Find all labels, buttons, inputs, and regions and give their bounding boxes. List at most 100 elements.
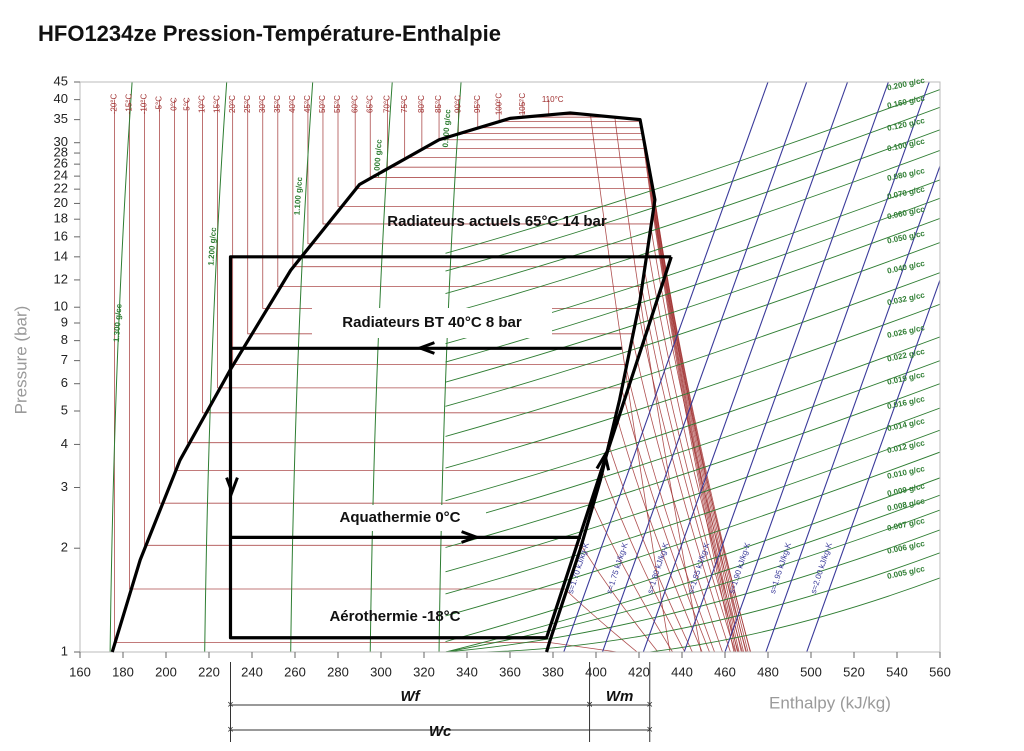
annotation: Radiateurs BT 40°C 8 bar [342,314,522,331]
isochore-label: 0.900 g/cc [441,108,453,147]
isochore-label: 0.010 g/cc [886,464,926,481]
isotherm-label: 80°C [417,95,426,113]
x-tick-label: 240 [241,664,263,679]
y-tick-label: 8 [61,332,68,347]
isotherm [232,99,715,652]
isotherm-label: 85°C [434,95,443,113]
isochore [445,129,940,295]
isotherm-label: 95°C [473,95,482,113]
isotherm-label: 110°C [542,95,564,104]
label-box [312,308,552,338]
isotherm-label: 100°C [494,93,503,116]
y-tick-label: 10 [54,299,68,314]
isotherm-label: 60°C [350,95,359,113]
isotherm-label: 30°C [258,95,267,113]
isochore-label: 1.300 g/cc [112,303,124,342]
isochore-label: 0.005 g/cc [886,564,926,581]
isochore-label: 1.200 g/cc [206,227,218,266]
isotherm-label: 70°C [383,95,392,113]
y-tick-label: 7 [61,352,68,367]
isochore [445,407,940,573]
isochore-label: 0.080 g/cc [886,166,926,183]
isochore-label: 0.007 g/cc [886,516,926,533]
isochore [445,509,940,652]
isotherm-label: 55°C [333,95,342,113]
isochore [445,336,940,502]
isochore [290,82,314,652]
isochore [445,383,940,548]
isochore-label: 0.100 g/cc [886,137,926,154]
isochore [445,106,940,272]
annotation: Aérothermie -18°C [329,608,460,625]
isotherm [369,99,749,652]
isochore-label: 0.200 g/cc [886,76,926,93]
isochore [445,477,940,643]
dimension-label: Wf [400,688,421,705]
y-tick-label: 18 [54,211,68,226]
flow-arrow [595,451,611,471]
annotation: Aquathermie 0°C [339,509,460,526]
saturation-dome [110,111,657,653]
x-axis-label: Enthalpy (kJ/kg) [769,693,891,712]
x-tick-label: 180 [112,664,134,679]
dimension-label: Wc [429,723,452,740]
isochore [445,272,940,437]
isotherm-label: 15°C [213,95,222,113]
y-tick-label: 30 [54,134,68,149]
isotherm-label: 25°C [243,95,252,113]
isentrope [642,82,849,652]
y-tick-label: 14 [54,248,68,263]
y-tick-label: 1 [61,643,68,658]
isotherm [174,99,686,652]
x-tick-label: 380 [542,664,564,679]
y-tick-label: 2 [61,540,68,555]
isotherm-label: 90°C [454,95,463,113]
isotherm [548,99,671,652]
isochore [204,82,228,652]
isentrope [765,164,940,652]
isotherm-label: 10°C [198,95,207,113]
cycle-line [228,255,673,640]
isotherm-label: 0°C [170,97,179,111]
isentrope [563,82,769,652]
x-tick-label: 420 [628,664,650,679]
isotherm-label: 5°C [183,97,192,111]
x-tick-label: 460 [714,664,736,679]
isochore-label: 0.120 g/cc [886,116,926,133]
isotherm-label: 50°C [318,95,327,113]
dimension-tick: × [647,724,653,736]
isochore-label: 0.012 g/cc [886,438,926,455]
isochore [438,82,462,652]
isochore-label: 0.060 g/cc [886,204,926,221]
isotherm [159,99,673,652]
isotherm [387,99,747,652]
dimension-tick: × [227,724,233,736]
isentrope [683,82,889,652]
isotherm-label: -10°C [140,94,149,115]
isentrope [806,278,940,652]
x-tick-label: 360 [499,664,521,679]
isochore [445,552,940,652]
isochore-label: 0.014 g/cc [886,416,926,433]
x-tick-label: 520 [843,664,865,679]
isochore-label: 0.032 g/cc [886,290,926,307]
x-tick-label: 400 [585,664,607,679]
dimension-tick: × [647,699,653,711]
isochore-label: 0.009 g/cc [886,481,926,498]
x-tick-label: 260 [284,664,306,679]
isotherm-label: 20°C [228,95,237,113]
x-tick-label: 300 [370,664,392,679]
isochore-label: 0.070 g/cc [886,184,926,201]
isochore-label: 0.019 g/cc [886,370,926,387]
x-tick-label: 160 [69,664,91,679]
isotherm [277,99,736,652]
isochore [445,303,940,469]
y-tick-label: 6 [61,375,68,390]
isotherm [354,99,751,652]
y-tick-label: 24 [54,168,68,183]
y-tick-label: 35 [54,111,68,126]
y-tick-label: 20 [54,195,68,210]
annotation: Radiateurs actuels 65°C 14 bar [387,213,607,230]
